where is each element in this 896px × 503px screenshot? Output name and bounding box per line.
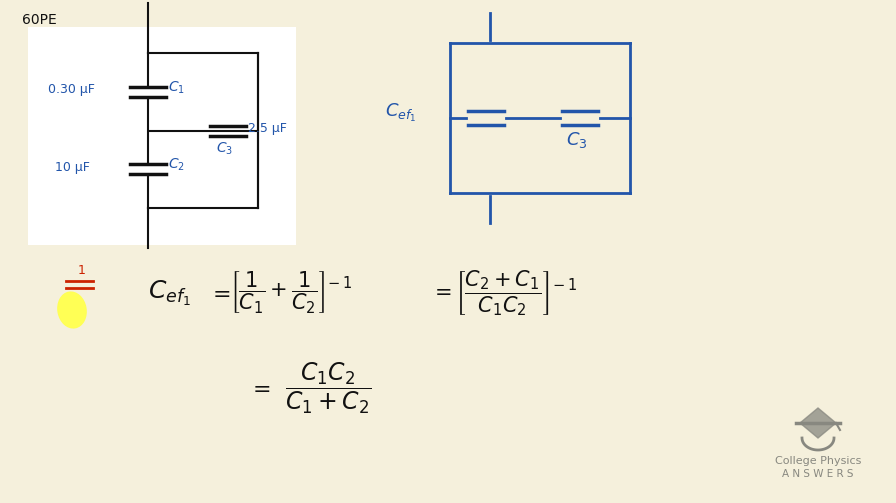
Text: 2.5 μF: 2.5 μF — [248, 122, 287, 135]
Text: $C_{ef_1}$: $C_{ef_1}$ — [148, 279, 191, 307]
Text: $=$: $=$ — [248, 378, 271, 398]
Text: College Physics: College Physics — [775, 456, 861, 466]
Text: 1: 1 — [78, 264, 86, 277]
Text: $C_2$: $C_2$ — [168, 157, 185, 174]
Text: $C_3$: $C_3$ — [566, 130, 588, 150]
Text: 60PE: 60PE — [22, 13, 56, 27]
Text: $C_{ef_1}$: $C_{ef_1}$ — [385, 102, 417, 124]
Text: 0.30 μF: 0.30 μF — [48, 83, 95, 96]
Ellipse shape — [58, 292, 86, 328]
Text: A N S W E R S: A N S W E R S — [782, 469, 854, 479]
FancyBboxPatch shape — [28, 27, 296, 245]
Text: $C_3$: $C_3$ — [216, 140, 233, 157]
Text: $= \left[\dfrac{C_2 + C_1}{C_1 C_2}\right]^{\!-1}$: $= \left[\dfrac{C_2 + C_1}{C_1 C_2}\righ… — [430, 268, 577, 318]
Polygon shape — [800, 408, 836, 438]
Text: $C_1$: $C_1$ — [168, 79, 185, 96]
Text: $\left[\dfrac{1}{C_1} + \dfrac{1}{C_2}\right]^{\!-1}$: $\left[\dfrac{1}{C_1} + \dfrac{1}{C_2}\r… — [230, 270, 352, 316]
Text: 10 μF: 10 μF — [55, 161, 90, 174]
Text: $\dfrac{C_1 C_2}{C_1 + C_2}$: $\dfrac{C_1 C_2}{C_1 + C_2}$ — [285, 360, 372, 416]
Text: $=$: $=$ — [208, 283, 230, 303]
